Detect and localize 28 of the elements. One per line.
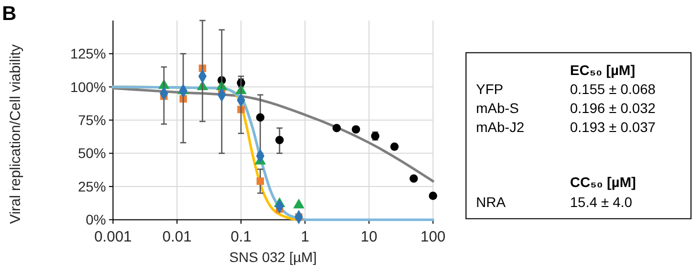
y-tick-label: 75% <box>78 112 106 128</box>
text: 0.196 ± 0.032 <box>570 100 656 116</box>
x-axis-title: SNS 032 [µM] <box>229 249 317 265</box>
x-tick-label: 0.001 <box>94 228 132 246</box>
text: EC₅₀ [µM] <box>570 62 636 78</box>
y-tick-label: 25% <box>78 178 106 194</box>
x-tick-label: 100 <box>420 228 446 246</box>
y-tick-label: 0% <box>86 212 106 228</box>
text: YFP <box>476 81 504 97</box>
point <box>293 198 304 208</box>
text: 15.4 ± 4.0 <box>570 194 632 210</box>
y-tick-label: 100% <box>70 78 106 95</box>
text: 0.155 ± 0.068 <box>570 81 656 97</box>
y-axis-title: Viral replication/Cell viability <box>8 44 24 224</box>
y-tick-label: 50% <box>78 145 106 162</box>
text: CC₅₀ [µM] <box>570 174 636 190</box>
line-series <box>112 86 434 182</box>
x-tick-label: 0.1 <box>230 228 252 246</box>
x-tick-label: 0.01 <box>162 228 192 246</box>
x-tick-label: 1 <box>300 228 310 246</box>
text: 0.193 ± 0.037 <box>570 119 656 135</box>
text: mAb-S <box>476 100 519 116</box>
point <box>256 177 264 185</box>
y-tick-label: 125% <box>70 46 106 62</box>
x-tick-label: 10 <box>360 228 378 246</box>
text: B <box>2 3 16 25</box>
text: NRA <box>476 194 506 210</box>
text: mAb-J2 <box>476 119 524 135</box>
